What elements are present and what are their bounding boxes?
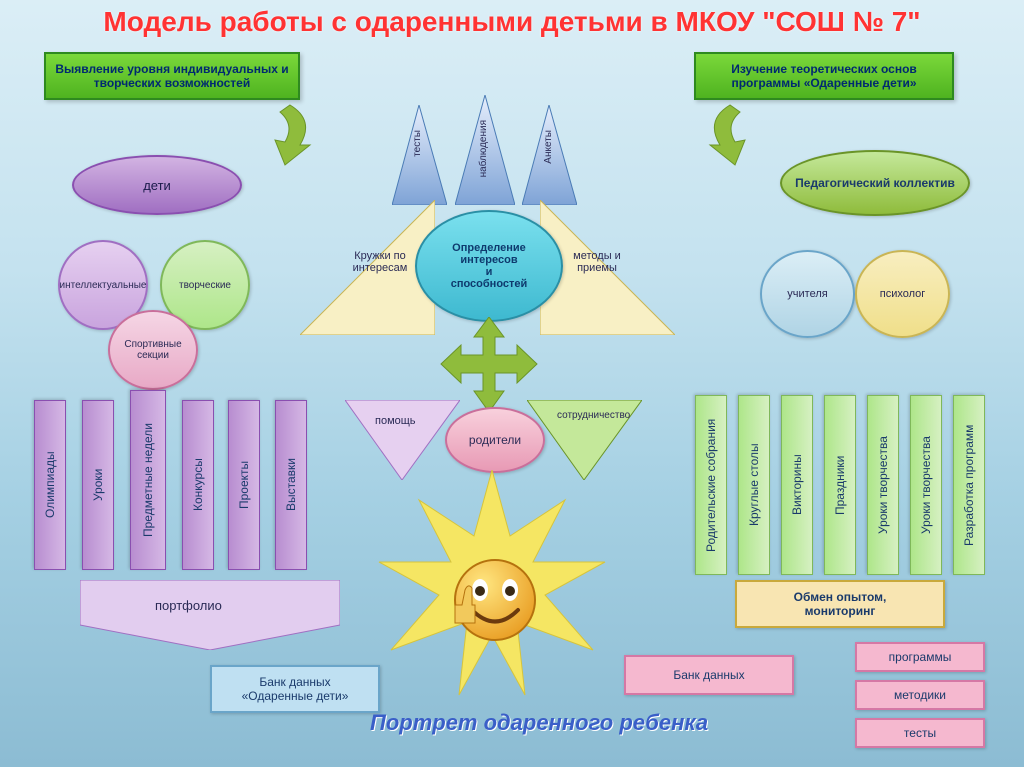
bank-left: Банк данных «Одаренные дети» [210,665,380,713]
parents-ellipse: родители [445,407,545,473]
right-bar-0: Родительские собрания [695,395,727,575]
sport-circle: Спортивные секции [108,310,198,390]
top-right-box: Изучение теоретических основ программы «… [694,52,954,100]
left-bar-3: Конкурсы [182,400,214,570]
triangle-help [345,400,460,480]
right-bar-1: Круглые столы [738,395,770,575]
right-bar-2: Викторины [781,395,813,575]
pedcollective-ellipse: Педагогический коллектив [780,150,970,216]
top-left-box: Выявление уровня индивидуальных и творче… [44,52,300,100]
left-bar-1: Уроки [82,400,114,570]
exchange-box: Обмен опытом, мониторинг [735,580,945,628]
triangle-tests-label: тесты [412,130,423,157]
triangle-coop-label: сотрудничество [557,410,612,421]
portfolio-label: портфолио [155,598,222,613]
triangle-clubs-label: Кружки по интересам [335,250,425,274]
arrow-left-icon [230,100,320,170]
left-bar-0: Олимпиады [34,400,66,570]
right-bar-5: Уроки творчества [910,395,942,575]
psychologist-circle: психолог [855,250,950,338]
portfolio-chevron [80,580,340,650]
right-bar-3: Праздники [824,395,856,575]
small-tests: тесты [855,718,985,748]
left-bar-2: Предметные недели [130,390,166,570]
small-programs: программы [855,642,985,672]
center-ellipse: Определение интересов и способностей [415,210,563,322]
triangle-surveys-label: Анкеты [543,130,554,164]
children-ellipse: дети [72,155,242,215]
small-methods: методики [855,680,985,710]
left-bar-5: Выставки [275,400,307,570]
triangle-help-label: помощь [375,415,416,427]
right-bar-6: Разработка программ [953,395,985,575]
smiley-icon [450,555,540,645]
triangle-methods-label: методы и приемы [552,250,642,274]
triangle-observation-label: наблюдения [478,120,489,177]
left-bar-4: Проекты [228,400,260,570]
four-arrow-icon [432,317,547,412]
page-title: Модель работы с одаренными детьми в МКОУ… [0,6,1024,38]
teachers-circle: учителя [760,250,855,338]
portrait-wordart: Портрет одаренного ребенка [370,710,708,736]
arrow-right-icon [700,100,790,170]
bank-right: Банк данных [624,655,794,695]
right-bar-4: Уроки творчества [867,395,899,575]
